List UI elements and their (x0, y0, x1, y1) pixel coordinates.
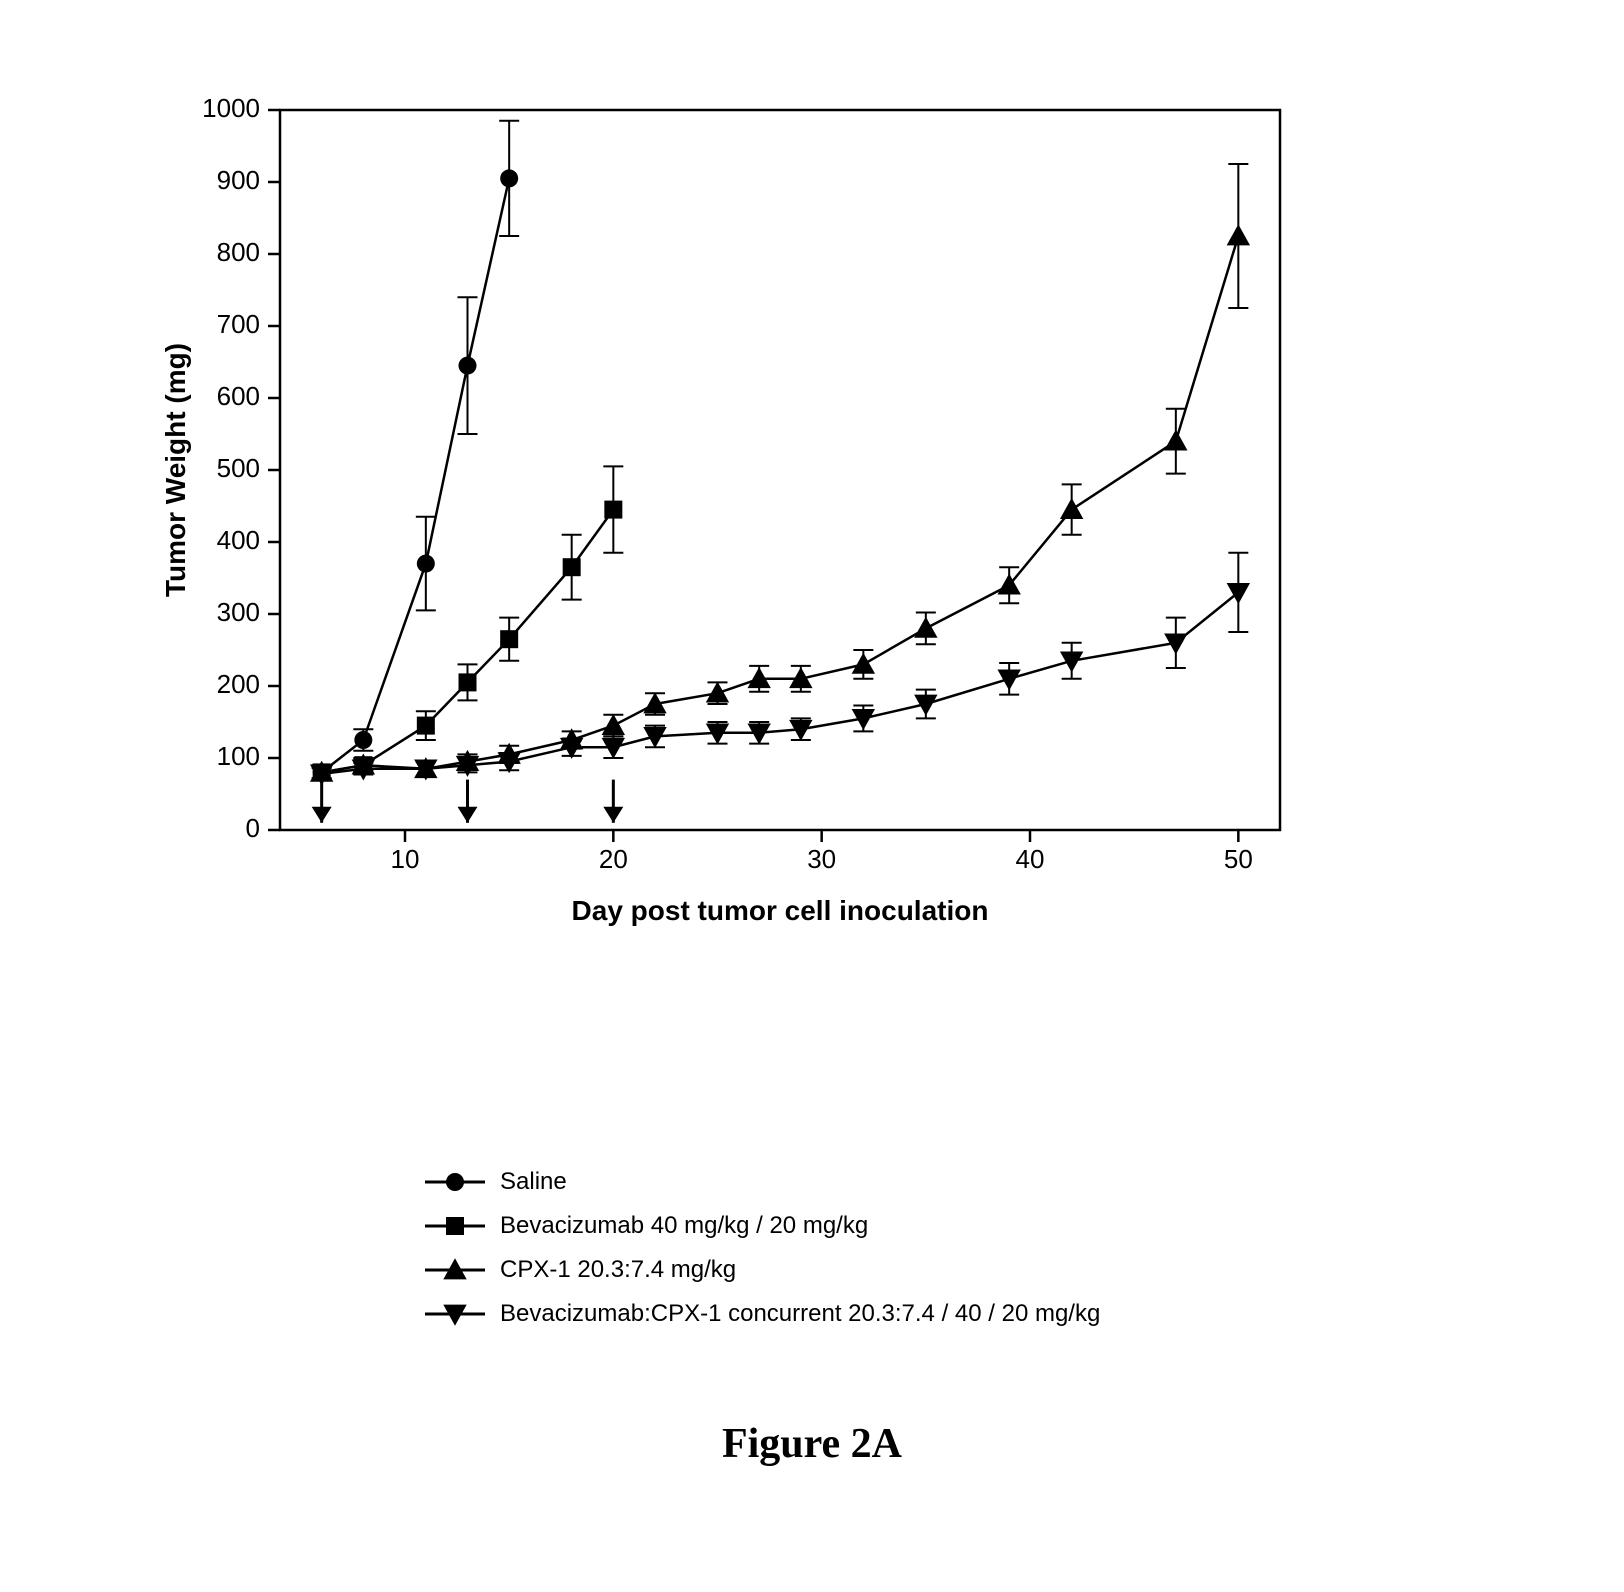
legend-label: Bevacizumab:CPX-1 concurrent 20.3:7.4 / … (500, 1300, 1100, 1328)
svg-text:400: 400 (217, 525, 260, 555)
svg-text:900: 900 (217, 165, 260, 195)
svg-text:200: 200 (217, 669, 260, 699)
svg-text:10: 10 (391, 844, 420, 874)
legend-item-bevacizumab: Bevacizumab 40 mg/kg / 20 mg/kg (420, 1204, 1100, 1248)
legend-item-saline: Saline (420, 1160, 1100, 1204)
legend-swatch (420, 1204, 490, 1248)
chart-container: 0 100 200 300 400 500 600 700 800 900 1000 10 20 30 40… (140, 80, 1320, 985)
svg-text:100: 100 (217, 741, 260, 771)
tumor-weight-chart: 0 100 200 300 400 500 600 700 800 900 1000 10 20 30 40… (140, 80, 1320, 980)
legend-label: CPX-1 20.3:7.4 mg/kg (500, 1256, 736, 1284)
legend-item-concurrent: Bevacizumab:CPX-1 concurrent 20.3:7.4 / … (420, 1292, 1100, 1336)
svg-text:30: 30 (807, 844, 836, 874)
svg-text:800: 800 (217, 237, 260, 267)
svg-text:50: 50 (1224, 844, 1253, 874)
figure-caption: Figure 2A (0, 1420, 1624, 1468)
legend: Saline Bevacizumab 40 mg/kg / 20 mg/kg CPX… (420, 1160, 1100, 1336)
svg-text:0: 0 (246, 813, 260, 843)
svg-text:500: 500 (217, 453, 260, 483)
svg-text:1000: 1000 (202, 93, 260, 123)
svg-text:Day post tumor cell inoculatio: Day post tumor cell inoculation (572, 895, 989, 926)
legend-swatch (420, 1292, 490, 1336)
series-saline (312, 121, 519, 782)
svg-text:600: 600 (217, 381, 260, 411)
svg-text:20: 20 (599, 844, 628, 874)
series-cpx1 (310, 164, 1250, 782)
page-container: 0 100 200 300 400 500 600 700 800 900 1000 10 20 30 40… (0, 0, 1624, 1592)
svg-text:700: 700 (217, 309, 260, 339)
svg-text:300: 300 (217, 597, 260, 627)
svg-text:40: 40 (1016, 844, 1045, 874)
legend-label: Saline (500, 1168, 567, 1196)
svg-text:Tumor Weight (mg): Tumor Weight (mg) (160, 343, 191, 597)
legend-item-cpx1: CPX-1 20.3:7.4 mg/kg (420, 1248, 1100, 1292)
legend-label: Bevacizumab 40 mg/kg / 20 mg/kg (500, 1212, 868, 1240)
series-concurrent (310, 553, 1250, 786)
legend-swatch (420, 1160, 490, 1204)
legend-swatch (420, 1248, 490, 1292)
